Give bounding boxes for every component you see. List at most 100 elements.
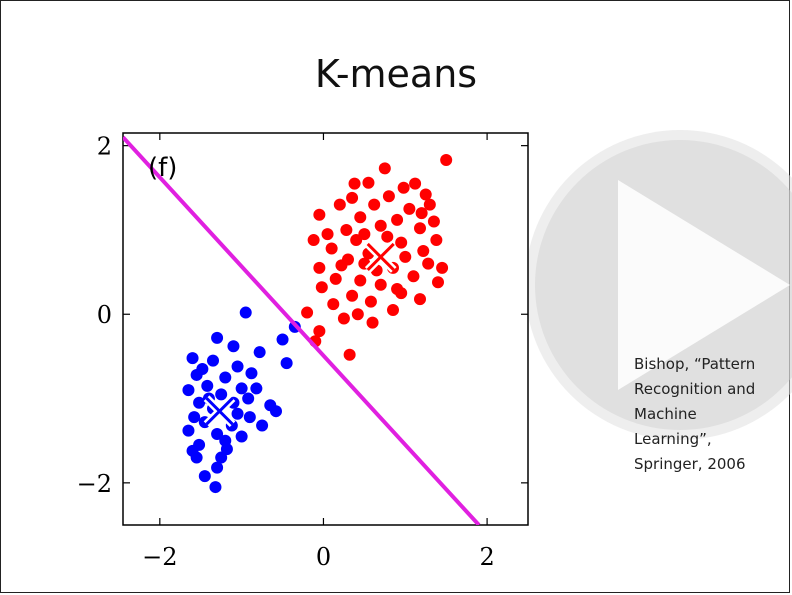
data-point <box>243 411 256 424</box>
data-point <box>231 360 244 373</box>
data-point <box>343 348 356 361</box>
slide-title: K-means <box>314 52 478 96</box>
data-point <box>346 191 359 204</box>
data-point <box>374 278 387 291</box>
data-point <box>182 384 195 397</box>
data-point <box>211 427 224 440</box>
data-point <box>276 333 289 346</box>
data-point <box>188 411 201 424</box>
y-tick-label: −2 <box>77 470 112 498</box>
data-point <box>422 257 435 270</box>
axis-ticks <box>123 133 528 525</box>
data-point <box>340 223 353 236</box>
data-point <box>409 177 422 190</box>
data-point <box>196 363 209 376</box>
data-point <box>415 207 428 220</box>
data-point <box>351 308 364 321</box>
data-point <box>427 215 440 228</box>
data-point <box>245 367 258 380</box>
data-point <box>382 190 395 203</box>
data-point <box>419 188 432 201</box>
data-point <box>414 222 426 235</box>
data-point <box>235 382 248 395</box>
data-point <box>391 213 404 226</box>
citation-text: Bishop, “Pattern Recognition and Machine… <box>634 355 756 473</box>
data-point <box>354 211 367 224</box>
data-point <box>327 298 340 311</box>
data-point <box>313 261 326 274</box>
data-point <box>417 245 430 258</box>
x-tick-label: 2 <box>479 543 494 571</box>
data-points <box>182 153 453 494</box>
data-point <box>215 451 228 464</box>
x-tick-label: −2 <box>142 543 177 571</box>
data-point <box>186 352 199 365</box>
centroid-cross-icon <box>203 395 236 428</box>
data-point <box>368 198 381 211</box>
plot-frame <box>122 132 529 526</box>
data-point <box>301 306 314 319</box>
data-point <box>239 306 252 319</box>
data-point <box>440 153 453 166</box>
data-point <box>280 357 293 370</box>
data-point <box>362 176 375 189</box>
data-point <box>366 316 379 329</box>
data-point <box>407 270 420 283</box>
data-point <box>354 274 367 287</box>
x-tick-label: 0 <box>316 543 331 571</box>
data-point <box>403 202 416 215</box>
data-point <box>432 276 444 289</box>
data-point <box>423 198 436 211</box>
data-point <box>219 434 232 447</box>
data-point <box>211 331 224 344</box>
data-point <box>395 236 408 249</box>
data-point <box>307 234 320 247</box>
centroids <box>203 241 397 428</box>
data-point <box>198 470 211 483</box>
panel-label: (f) <box>148 153 177 183</box>
data-point <box>186 444 199 457</box>
data-point <box>321 228 334 241</box>
data-point <box>399 250 412 263</box>
data-point <box>348 177 361 190</box>
data-point <box>227 340 240 353</box>
data-point <box>231 407 244 420</box>
data-point <box>256 419 269 432</box>
data-point <box>235 430 248 443</box>
data-point <box>364 295 377 308</box>
data-point <box>219 371 232 384</box>
data-point <box>374 219 387 232</box>
data-point <box>436 261 449 274</box>
data-point <box>337 312 350 325</box>
data-point <box>381 230 394 243</box>
data-point <box>414 293 426 306</box>
data-point <box>333 198 346 211</box>
y-tick-label: 0 <box>97 301 112 329</box>
data-point <box>211 461 224 474</box>
centroid-cross-icon <box>364 241 397 273</box>
data-point <box>270 405 282 418</box>
data-point <box>378 162 391 175</box>
data-point <box>215 388 228 401</box>
data-point <box>397 181 410 194</box>
tick-labels: −2 0 2 −2 0 2 <box>77 133 495 571</box>
data-point <box>430 234 443 247</box>
y-tick-label: 2 <box>97 133 112 161</box>
data-point <box>250 382 263 395</box>
data-point <box>358 228 371 241</box>
data-point <box>315 281 328 294</box>
data-point <box>329 272 342 285</box>
data-point <box>387 304 399 317</box>
data-point <box>193 396 206 409</box>
data-point <box>242 392 255 405</box>
data-point <box>335 259 348 272</box>
data-point <box>182 424 195 437</box>
data-point <box>207 354 219 367</box>
data-point <box>313 325 326 338</box>
data-point <box>253 346 266 359</box>
data-point <box>325 242 338 255</box>
data-point <box>209 481 222 494</box>
decision-boundary-group <box>123 135 481 525</box>
